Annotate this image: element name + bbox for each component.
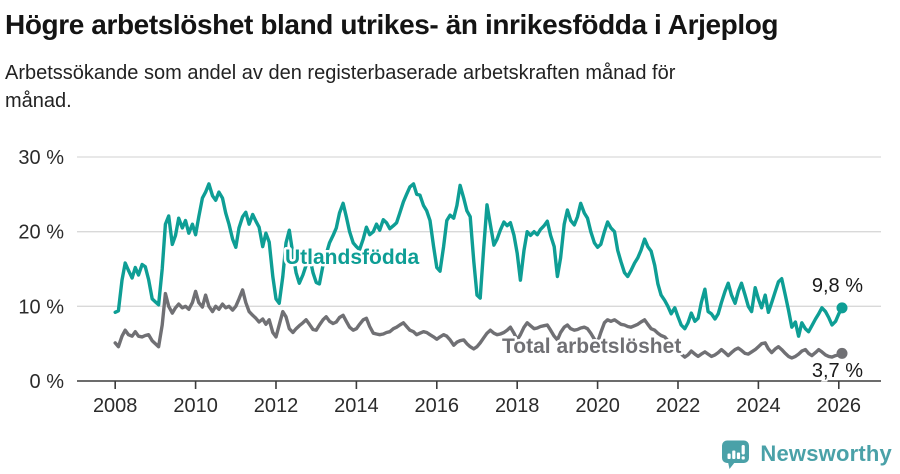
y-axis-label-20: 20 % xyxy=(18,222,64,244)
chart-subtitle: Arbetssökande som andel av den registerb… xyxy=(5,59,885,115)
chart-subtitle-line-2: månad. xyxy=(5,90,72,112)
x-axis-label-2010: 2010 xyxy=(173,395,218,417)
x-axis-label-2014: 2014 xyxy=(334,395,379,417)
x-axis-label-2024: 2024 xyxy=(736,395,781,417)
end-value-label-1: 9,8 % xyxy=(812,275,863,297)
series-end-dot-1 xyxy=(836,302,848,314)
x-axis-label-2008: 2008 xyxy=(93,395,138,417)
x-axis-label-2026: 2026 xyxy=(817,395,862,417)
y-axis-label-30: 30 % xyxy=(18,147,64,169)
x-axis-label-2020: 2020 xyxy=(575,395,620,417)
chart-title: Högre arbetslöshet bland utrikes- än inr… xyxy=(5,9,779,40)
x-axis-label-2012: 2012 xyxy=(254,395,299,417)
chart-subtitle-line-1: Arbetssökande som andel av den registerb… xyxy=(5,62,676,84)
y-axis-label-0: 0 % xyxy=(30,371,65,393)
y-axis-label-10: 10 % xyxy=(18,296,64,318)
x-axis-label-2016: 2016 xyxy=(415,395,460,417)
x-axis-label-2018: 2018 xyxy=(495,395,540,417)
end-value-label-0: 3,7 % xyxy=(812,360,863,382)
chart-header: Högre arbetslöshet bland utrikes- än inr… xyxy=(5,0,885,115)
bar-chart-speech-bubble-icon xyxy=(722,440,750,469)
newsworthy-brand-text: Newsworthy xyxy=(760,441,892,466)
series-label-1: Utlandsfödda xyxy=(285,246,419,269)
series-line-1 xyxy=(113,182,844,338)
newsworthy-logo[interactable]: Newsworthy xyxy=(720,438,892,470)
series-label-0: Total arbetslöshet xyxy=(502,335,681,358)
series-line-0 xyxy=(113,288,844,360)
x-axis-label-2022: 2022 xyxy=(656,395,701,417)
series-end-dot-0 xyxy=(836,347,848,359)
